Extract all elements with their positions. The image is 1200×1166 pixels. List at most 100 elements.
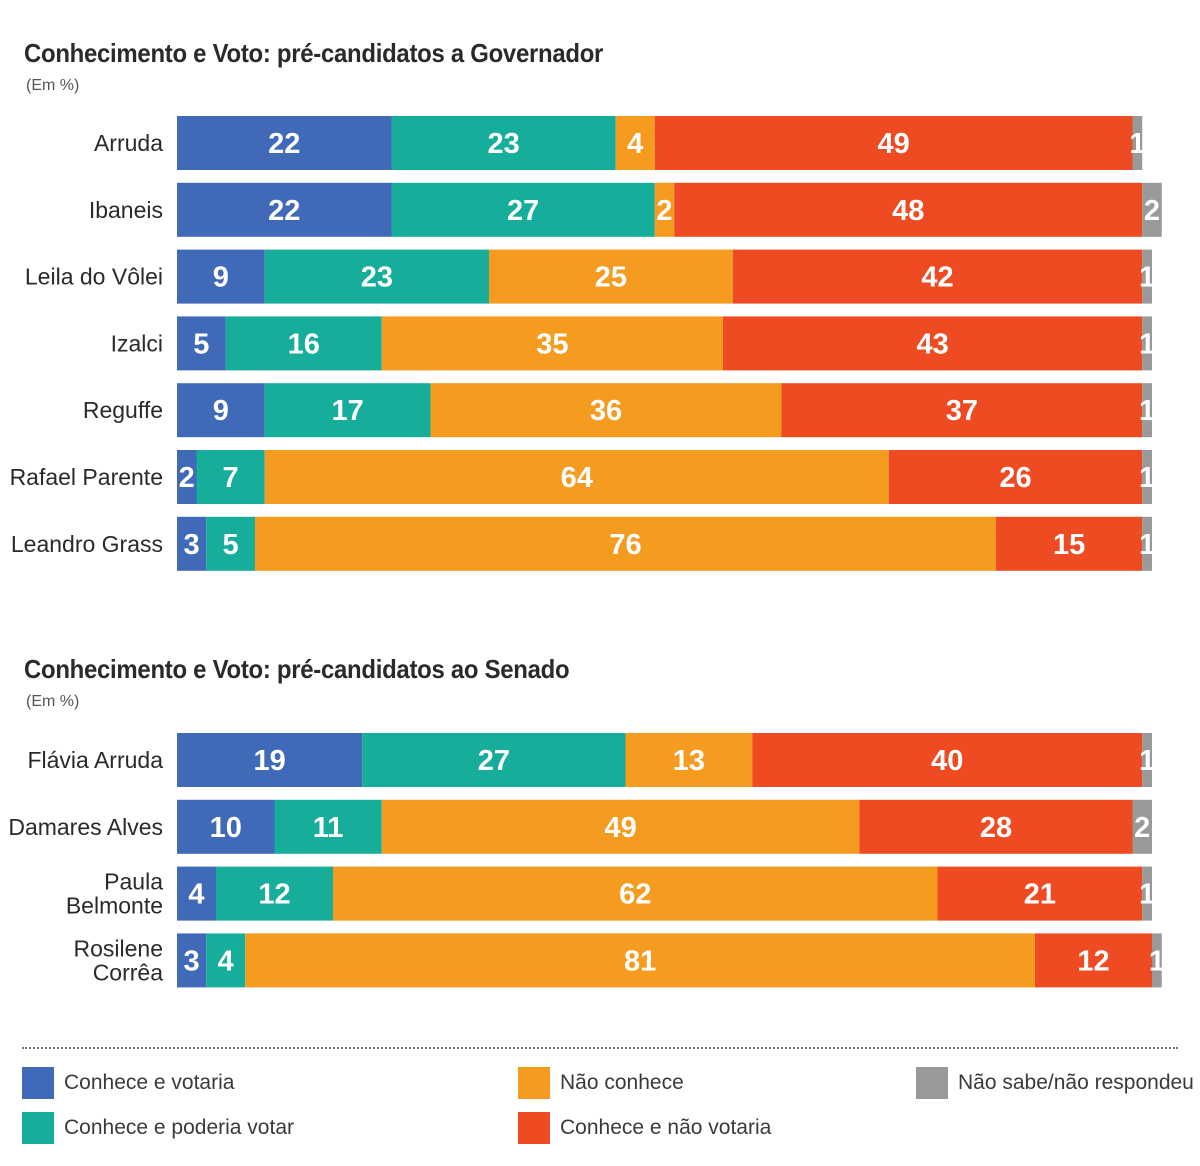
- data-label-izalci-conhece-e-nao-votaria: 43: [916, 328, 948, 360]
- data-label-rosilene-correa-nao-sabe-nao-respondeu: 1: [1149, 945, 1165, 977]
- data-label-arruda-nao-conhece: 4: [627, 128, 643, 160]
- bar-segment-damares-alves-conhece-e-votaria: [177, 799, 275, 854]
- bar-segment-leila-do-volei-nao-sabe-nao-respondeu: [1142, 249, 1152, 304]
- legend-item-conhece-votaria: Conhece e votaria: [22, 1067, 235, 1099]
- bar-segment-damares-alves-nao-conhece: [381, 799, 860, 854]
- bar-segment-reguffe-conhece-e-nao-votaria: [781, 383, 1143, 438]
- bar-segment-izalci-nao-conhece: [381, 316, 723, 371]
- row-label-paula-belmonte: Paula Belmonte: [66, 869, 163, 919]
- legend-item-nao-sabe: Não sabe/não respondeu: [916, 1067, 1194, 1099]
- bar-segment-flavia-arruda-nao-conhece: [625, 733, 753, 787]
- bar-segment-damares-alves-conhece-e-poderia-votar: [274, 799, 382, 854]
- bar-segment-leandro-grass-conhece-e-nao-votaria: [996, 516, 1143, 571]
- bar-segment-ibaneis-conhece-e-votaria: [177, 182, 392, 237]
- data-label-reguffe-nao-conhece: 36: [590, 395, 622, 427]
- row-label-leila-do-volei: Leila do Vôlei: [25, 264, 163, 290]
- legend-divider: [22, 1047, 1178, 1049]
- data-label-rosilene-correa-conhece-e-poderia-votar: 4: [218, 945, 234, 977]
- data-label-paula-belmonte-nao-conhece: 62: [619, 879, 651, 911]
- data-label-leila-do-volei-nao-sabe-nao-respondeu: 1: [1139, 262, 1155, 294]
- bar-segment-damares-alves-nao-sabe-nao-respondeu: [1132, 799, 1152, 854]
- data-label-rafael-parente-conhece-e-votaria: 2: [179, 462, 195, 494]
- bar-segment-rosilene-correa-nao-sabe-nao-respondeu: [1152, 933, 1162, 988]
- data-label-rafael-parente-nao-sabe-nao-respondeu: 1: [1139, 462, 1155, 494]
- data-label-reguffe-conhece-e-votaria: 9: [213, 395, 229, 427]
- row-label-damares-alves: Damares Alves: [8, 814, 163, 840]
- legend-item-conhece-nao-votaria: Conhece e não votaria: [518, 1112, 771, 1144]
- bar-segment-paula-belmonte-conhece-e-votaria: [177, 866, 216, 921]
- data-label-ibaneis-conhece-e-poderia-votar: 27: [507, 195, 539, 227]
- data-label-leandro-grass-conhece-e-votaria: 3: [184, 529, 200, 561]
- bar-segment-izalci-nao-sabe-nao-respondeu: [1142, 316, 1152, 371]
- chart-subtitle-governador: (Em %): [26, 77, 80, 94]
- bar-segment-flavia-arruda-conhece-e-votaria: [177, 733, 363, 787]
- data-label-paula-belmonte-conhece-e-votaria: 4: [188, 879, 204, 911]
- bar-segment-leandro-grass-conhece-e-votaria: [177, 516, 207, 571]
- data-label-arruda-nao-sabe-nao-respondeu: 1: [1129, 128, 1145, 160]
- data-label-ibaneis-nao-conhece: 2: [656, 195, 672, 227]
- legend-label: Não sabe/não respondeu: [958, 1071, 1194, 1094]
- bar-segment-leila-do-volei-conhece-e-nao-votaria: [732, 249, 1143, 304]
- bar-segment-ibaneis-nao-sabe-nao-respondeu: [1142, 182, 1162, 237]
- data-label-izalci-nao-conhece: 35: [536, 328, 568, 360]
- data-label-damares-alves-nao-sabe-nao-respondeu: 2: [1134, 812, 1150, 844]
- data-label-flavia-arruda-nao-sabe-nao-respondeu: 1: [1139, 745, 1155, 777]
- bar-segment-leandro-grass-nao-sabe-nao-respondeu: [1142, 516, 1152, 571]
- data-label-leandro-grass-conhece-e-nao-votaria: 15: [1053, 529, 1085, 561]
- bar-segment-arruda-conhece-e-poderia-votar: [391, 116, 616, 170]
- chart-title-senado: Conhecimento e Voto: pré-candidatos ao S…: [24, 654, 570, 684]
- bar-segment-arruda-nao-sabe-nao-respondeu: [1132, 116, 1143, 170]
- legend-label: Conhece e votaria: [64, 1071, 235, 1094]
- data-label-rafael-parente-nao-conhece: 64: [561, 462, 593, 494]
- row-label-rosilene-correa: Rosilene Corrêa: [74, 935, 164, 985]
- data-label-rafael-parente-conhece-e-poderia-votar: 7: [223, 462, 239, 494]
- data-label-damares-alves-nao-conhece: 49: [604, 812, 636, 844]
- data-label-paula-belmonte-conhece-e-poderia-votar: 12: [258, 879, 290, 911]
- row-label-leandro-grass: Leandro Grass: [11, 531, 163, 557]
- bar-segment-rafael-parente-conhece-e-poderia-votar: [196, 450, 265, 504]
- data-label-damares-alves-conhece-e-nao-votaria: 28: [980, 812, 1012, 844]
- row-label-arruda: Arruda: [94, 130, 163, 156]
- bar-segment-flavia-arruda-nao-sabe-nao-respondeu: [1142, 733, 1152, 787]
- legend-item-conhece-poderia-votar: Conhece e poderia votar: [22, 1112, 294, 1144]
- data-label-leila-do-volei-conhece-e-poderia-votar: 23: [361, 262, 393, 294]
- bar-segment-reguffe-nao-conhece: [430, 383, 782, 438]
- legend-swatch: [22, 1067, 54, 1099]
- legend-item-nao-conhece: Não conhece: [518, 1067, 684, 1099]
- bar-segment-reguffe-nao-sabe-nao-respondeu: [1142, 383, 1152, 438]
- bar-segment-leandro-grass-conhece-e-poderia-votar: [206, 516, 255, 571]
- bar-segment-paula-belmonte-nao-conhece: [333, 866, 938, 921]
- row-label-rafael-parente: Rafael Parente: [10, 464, 163, 490]
- data-label-reguffe-nao-sabe-nao-respondeu: 1: [1139, 395, 1155, 427]
- data-label-leila-do-volei-nao-conhece: 25: [595, 262, 627, 294]
- bar-segment-leandro-grass-nao-conhece: [255, 516, 996, 571]
- data-label-rosilene-correa-conhece-e-votaria: 3: [184, 945, 200, 977]
- bar-segment-arruda-nao-conhece: [615, 116, 655, 170]
- legend-swatch: [22, 1112, 54, 1144]
- row-label-flavia-arruda: Flávia Arruda: [27, 747, 163, 773]
- bar-segment-paula-belmonte-conhece-e-poderia-votar: [216, 866, 333, 921]
- bar-segment-rosilene-correa-conhece-e-poderia-votar: [206, 933, 246, 988]
- bar-segment-ibaneis-conhece-e-poderia-votar: [391, 182, 655, 237]
- bar-segment-ibaneis-nao-conhece: [654, 182, 675, 237]
- chart-subtitle-senado: (Em %): [26, 693, 80, 710]
- bar-segment-arruda-conhece-e-votaria: [177, 116, 392, 170]
- data-label-izalci-conhece-e-votaria: 5: [193, 328, 209, 360]
- data-label-leila-do-volei-conhece-e-votaria: 9: [213, 262, 229, 294]
- data-label-damares-alves-conhece-e-poderia-votar: 11: [313, 812, 344, 844]
- data-label-damares-alves-conhece-e-votaria: 10: [210, 812, 242, 844]
- bar-segment-arruda-conhece-e-nao-votaria: [654, 116, 1133, 170]
- bar-segment-leila-do-volei-conhece-e-votaria: [177, 249, 265, 304]
- data-label-leandro-grass-nao-conhece: 76: [609, 529, 641, 561]
- data-label-izalci-nao-sabe-nao-respondeu: 1: [1139, 328, 1155, 360]
- data-label-rosilene-correa-nao-conhece: 81: [624, 945, 656, 977]
- bar-segment-rosilene-correa-conhece-e-nao-votaria: [1035, 933, 1152, 988]
- data-label-flavia-arruda-nao-conhece: 13: [673, 745, 705, 777]
- legend-swatch: [518, 1067, 550, 1099]
- data-label-rosilene-correa-conhece-e-nao-votaria: 12: [1077, 945, 1109, 977]
- data-label-rafael-parente-conhece-e-nao-votaria: 26: [999, 462, 1031, 494]
- data-label-leandro-grass-nao-sabe-nao-respondeu: 1: [1139, 529, 1155, 561]
- legend-swatch: [916, 1067, 948, 1099]
